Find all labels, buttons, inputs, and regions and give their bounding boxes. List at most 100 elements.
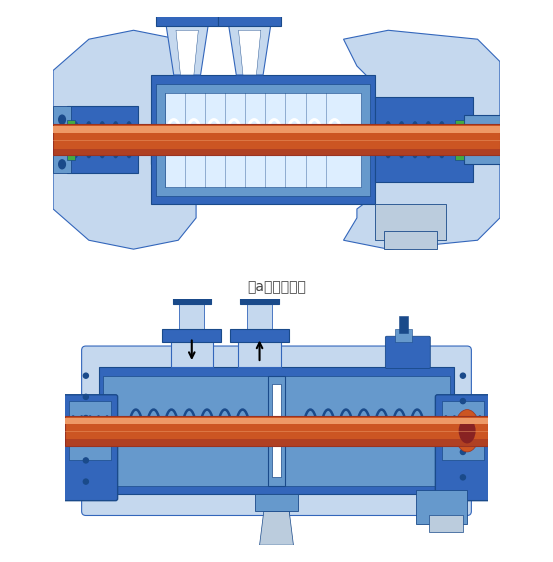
Ellipse shape [113,128,118,152]
Ellipse shape [455,410,480,452]
Bar [156,124,167,155]
Ellipse shape [86,128,92,152]
Bar [53,126,500,133]
Ellipse shape [70,416,76,446]
Bar [162,329,221,342]
Bar [66,120,75,160]
Bar [238,333,281,367]
Bar [455,120,464,160]
Polygon shape [165,17,210,75]
Bar [335,124,346,155]
Ellipse shape [469,422,473,440]
Bar [464,115,500,164]
Bar [247,300,272,329]
Bar [272,384,281,477]
Ellipse shape [384,122,392,157]
Ellipse shape [125,122,133,157]
Polygon shape [343,30,500,249]
Text: （a）串联布置: （a）串联布置 [247,280,306,294]
Ellipse shape [96,422,101,440]
Ellipse shape [84,437,88,442]
FancyBboxPatch shape [82,346,471,515]
Polygon shape [53,30,196,249]
Bar [103,375,450,486]
FancyBboxPatch shape [435,395,491,501]
Ellipse shape [424,122,432,157]
Bar [69,401,111,460]
Ellipse shape [460,424,466,429]
Bar [65,418,488,424]
FancyBboxPatch shape [385,336,430,369]
Bar [255,416,268,446]
Ellipse shape [88,422,92,440]
Ellipse shape [73,128,78,152]
Bar [53,106,71,173]
Ellipse shape [127,128,132,152]
Ellipse shape [100,128,105,152]
Ellipse shape [460,416,466,446]
Ellipse shape [59,115,65,124]
Ellipse shape [399,128,404,152]
Ellipse shape [452,422,457,440]
Ellipse shape [71,422,75,440]
Ellipse shape [385,128,391,152]
Ellipse shape [84,373,88,378]
Bar [98,367,455,495]
Bar [65,416,488,446]
Ellipse shape [84,479,88,484]
Ellipse shape [84,458,88,463]
Polygon shape [238,30,261,75]
Ellipse shape [398,122,405,157]
Bar [478,124,500,155]
Ellipse shape [71,122,80,157]
Bar [156,15,218,26]
Ellipse shape [104,416,110,446]
Bar [65,439,488,446]
Bar [416,490,467,524]
Ellipse shape [460,450,466,455]
Bar [264,495,289,545]
Ellipse shape [477,416,483,446]
Bar [152,75,375,205]
Ellipse shape [443,416,449,446]
Ellipse shape [87,416,93,446]
Ellipse shape [112,122,119,157]
Ellipse shape [59,160,65,169]
Ellipse shape [411,122,419,157]
Bar [165,93,361,187]
Ellipse shape [444,422,448,440]
Bar [230,329,289,342]
Ellipse shape [478,422,482,440]
Ellipse shape [96,416,102,446]
Bar [395,329,412,342]
Ellipse shape [426,128,431,152]
Ellipse shape [80,422,84,440]
Ellipse shape [460,373,466,378]
Ellipse shape [79,416,85,446]
Ellipse shape [85,122,93,157]
Ellipse shape [59,138,65,147]
Bar [156,84,371,196]
Ellipse shape [84,395,88,400]
Bar [103,416,116,446]
Ellipse shape [98,122,106,157]
Bar [53,124,500,155]
Polygon shape [227,17,272,75]
Polygon shape [176,30,199,75]
Ellipse shape [461,422,465,440]
Bar [179,300,205,329]
Bar [433,416,446,446]
Ellipse shape [460,398,466,404]
Bar [66,106,138,173]
Bar [255,495,298,511]
Polygon shape [259,511,294,545]
Bar [429,515,463,532]
Ellipse shape [84,415,88,420]
Bar [366,124,375,155]
Ellipse shape [438,122,446,157]
Ellipse shape [105,422,109,440]
Ellipse shape [413,128,418,152]
Bar [375,97,473,182]
Bar [384,232,437,249]
FancyBboxPatch shape [62,395,118,501]
